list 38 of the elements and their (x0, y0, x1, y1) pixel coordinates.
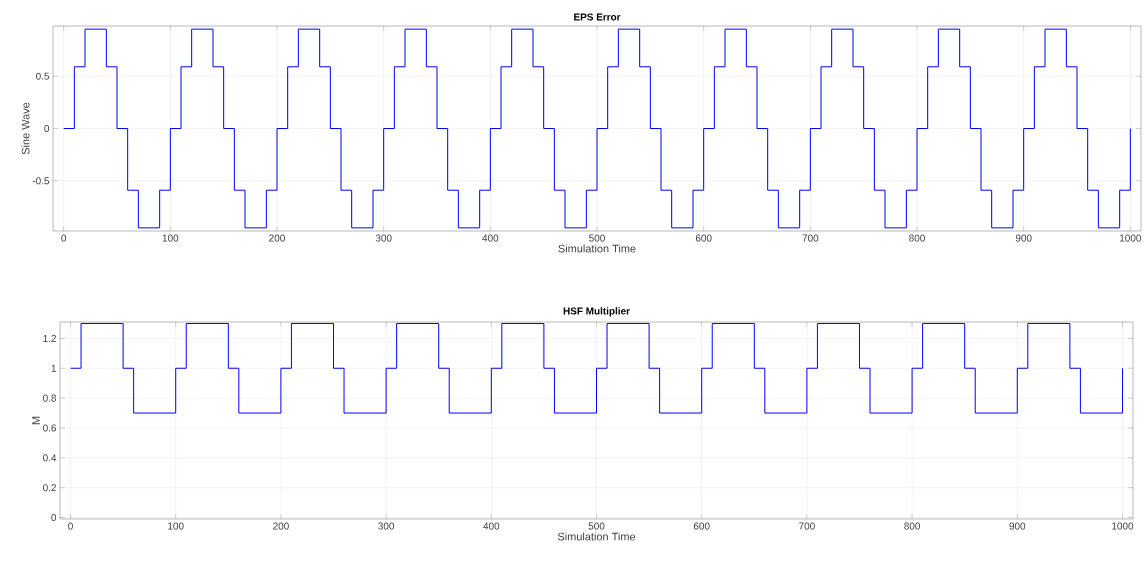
y-axis-title: M (32, 416, 40, 425)
x-axis-title: Simulation Time (558, 244, 636, 253)
y-tick-label: 0.2 (43, 484, 56, 492)
x-tick-label: 1000 (1112, 522, 1134, 530)
chart-title: HSF Multiplier (563, 307, 630, 317)
x-tick-label: 800 (909, 234, 925, 242)
y-tick-label: 0.5 (36, 72, 50, 80)
y-tick-label: 1.2 (43, 334, 56, 342)
x-tick-label: 100 (162, 234, 179, 242)
x-tick-label: 100 (168, 522, 184, 530)
x-tick-label: 0 (61, 234, 67, 242)
y-tick-label: 0.6 (43, 424, 57, 432)
x-tick-label: 1000 (1120, 234, 1142, 242)
x-tick-label: 0 (68, 522, 73, 530)
x-tick-label: 600 (693, 522, 710, 530)
y-tick-label: 0.4 (43, 454, 57, 462)
x-tick-label: 900 (1009, 522, 1026, 530)
x-tick-label: 500 (589, 234, 605, 242)
x-tick-label: 300 (378, 522, 395, 530)
x-tick-label: 200 (269, 234, 285, 242)
x-tick-label: 600 (695, 234, 712, 242)
y-tick-label: 1 (51, 364, 56, 372)
x-tick-label: 700 (802, 234, 819, 242)
y-axis-title: Sine Wave (21, 102, 30, 155)
x-tick-label: 400 (483, 522, 500, 530)
x-tick-label: 200 (273, 522, 289, 530)
x-tick-label: 500 (588, 522, 605, 530)
x-tick-label: 400 (482, 234, 499, 242)
x-tick-label: 300 (375, 234, 392, 242)
y-tick-label: 0 (51, 513, 57, 522)
y-tick-label: 0.8 (43, 394, 57, 402)
y-tick-label: 0 (44, 124, 50, 133)
x-tick-label: 900 (1015, 234, 1032, 242)
x-axis-title: Simulation Time (557, 532, 636, 541)
chart-title: EPS Error (574, 13, 621, 21)
x-tick-label: 800 (904, 522, 921, 530)
x-tick-label: 700 (799, 522, 815, 530)
y-tick-label: -0.5 (32, 177, 50, 185)
